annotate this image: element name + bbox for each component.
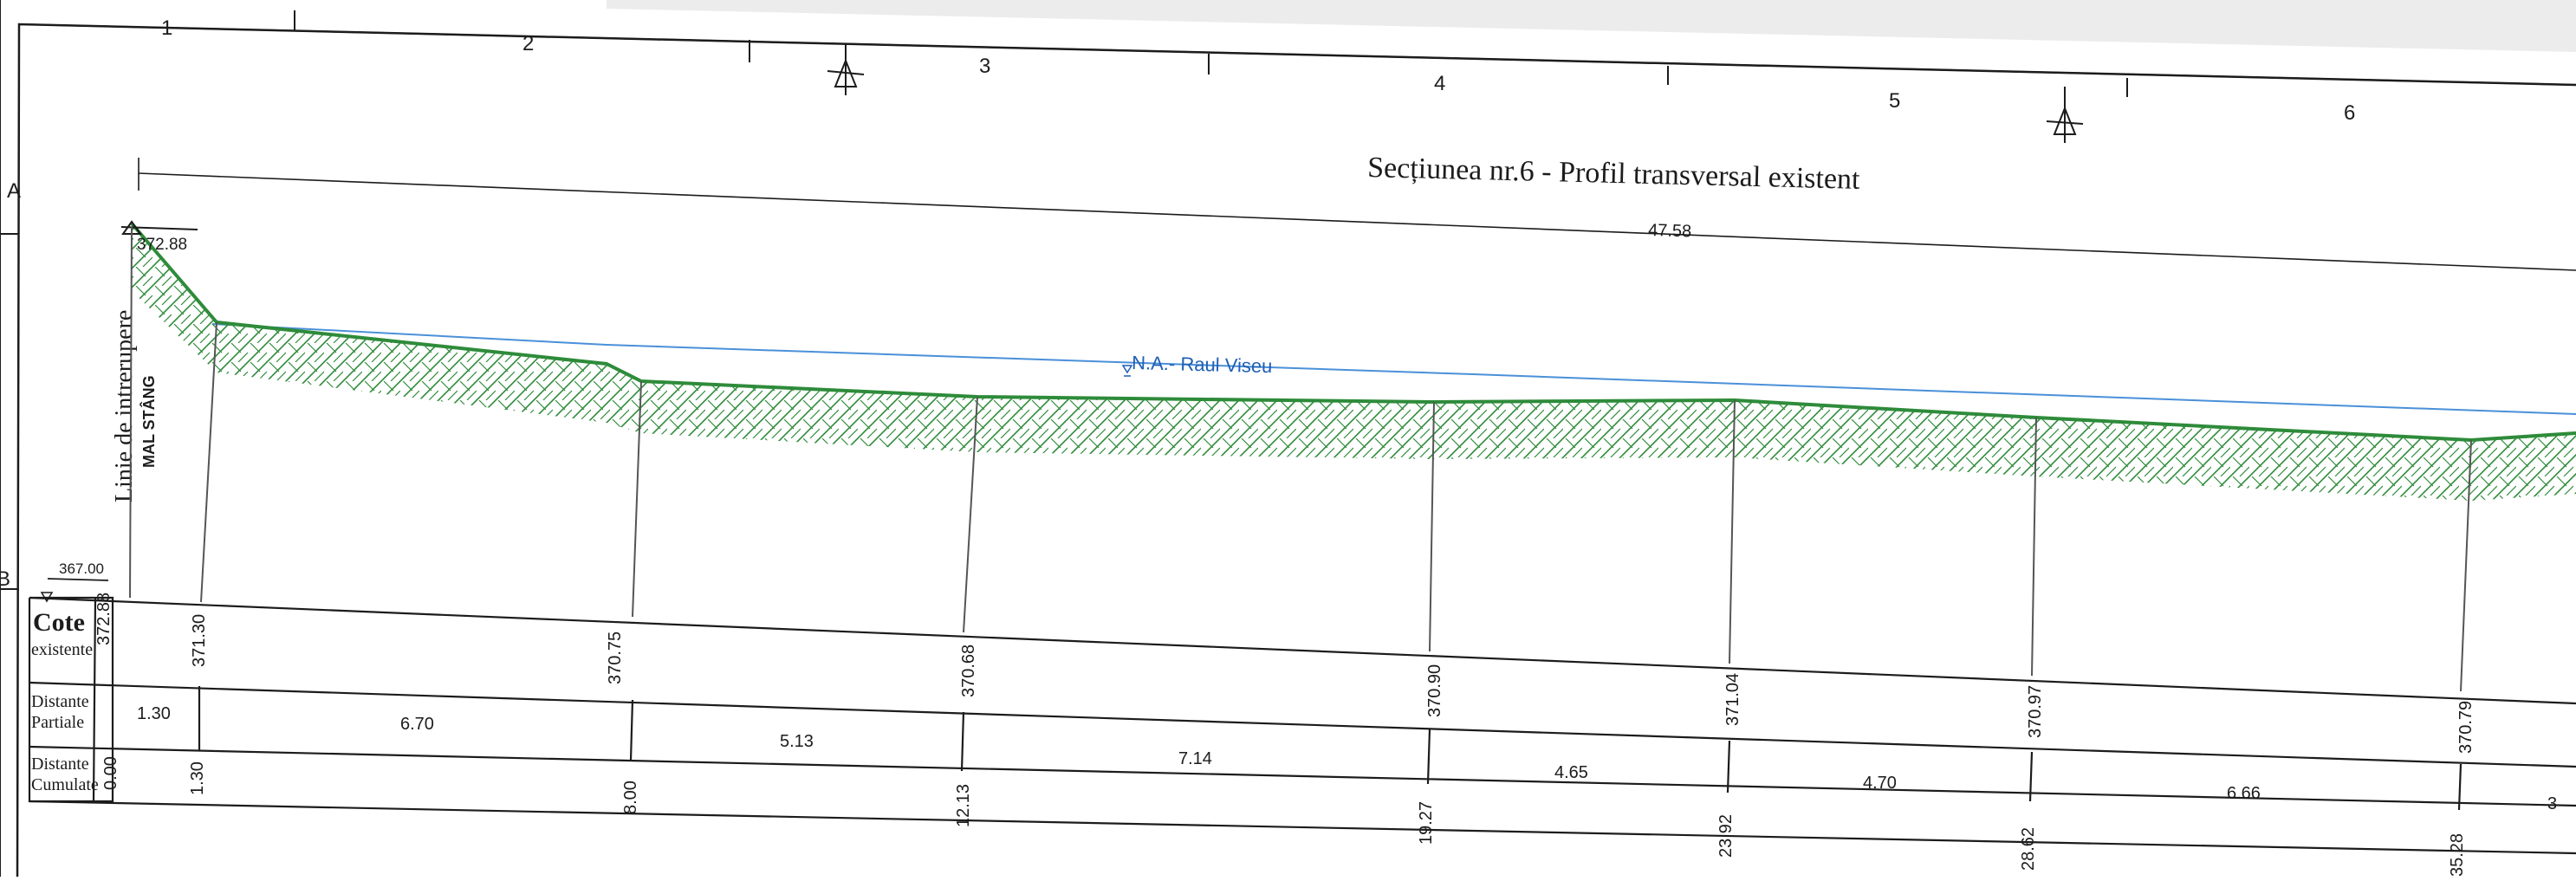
bank-top-marker: 372.88: [120, 220, 198, 254]
grid-row-A: A: [7, 179, 21, 203]
data-table: [28, 596, 2576, 855]
partial-distance: 5.13: [780, 732, 814, 751]
cumulative-distance: 12.13: [954, 784, 973, 827]
break-line-label: Linie de intrerupere: [111, 310, 138, 502]
cumulative-distance: 23.92: [1716, 814, 1736, 858]
cote-value: 370.79: [2456, 701, 2475, 754]
cumulative-distance: 1.30: [188, 761, 207, 795]
reference-level: 367.00: [40, 560, 109, 603]
cumulative-distance: 35.28: [2448, 833, 2467, 877]
cumulative-distance: 19.27: [1417, 801, 1436, 845]
reference-level-label: 367.00: [59, 560, 104, 577]
cote-value: 371.04: [1723, 673, 1742, 726]
grid-column-5: 5: [1889, 89, 1900, 113]
cote-value: 370.90: [1425, 664, 1444, 717]
row-cote-subtitle: existente: [31, 640, 93, 659]
cote-value: 371.30: [190, 614, 209, 667]
overall-dimension: 47.58: [138, 158, 2576, 271]
bank-top-elevation: 372.88: [137, 236, 187, 254]
grid-ruler-bottom: [18, 23, 2576, 86]
cumulative-distance: 28.62: [2019, 827, 2038, 871]
row-cumulate-line1: Distante: [31, 755, 89, 774]
cumulative-distances: 0.00 1.30 8.00 12.13 19.27 23.92 28.62 3…: [101, 756, 2467, 877]
grid-column-2: 2: [522, 32, 534, 55]
grid-ruler-ticks: [0, 10, 2128, 590]
profile-verticals: [129, 226, 2472, 692]
cumulative-distance: 8.00: [621, 781, 640, 814]
partial-distance: 7.14: [1178, 749, 1212, 768]
grid-column-1: 1: [161, 16, 172, 40]
cote-value: 370.97: [2026, 685, 2045, 738]
partial-distance: 4.65: [1554, 763, 1588, 782]
section-title: Secțiunea nr.6 - Profil transversal exis…: [1367, 152, 1861, 196]
terrain-profile-line: [130, 222, 2576, 443]
cumulative-distance: 0.00: [101, 756, 120, 790]
bank-side-label: MAL STÂNG: [140, 375, 158, 468]
water-level-line: [211, 323, 2576, 415]
overall-width-label: 47.58: [1648, 221, 1692, 241]
centering-marks: [827, 43, 2084, 143]
partial-distance: 1.30: [137, 704, 171, 723]
row-partiale-line1: Distante: [31, 692, 89, 711]
partial-distance: 6.66: [2227, 784, 2261, 803]
cote-values: 372.88 371.30 370.75 370.68 370.90 371.0…: [94, 593, 2475, 754]
partial-distance: 6.70: [400, 715, 434, 734]
cote-value: 370.75: [606, 632, 625, 684]
water-symbol-icon: [1121, 365, 1133, 377]
partial-distances: 1.30 6.70 5.13 7.14 4.65 4.70 6.66 3: [137, 704, 2557, 813]
partial-distance: 4.70: [1863, 774, 1897, 793]
cote-value: 370.68: [959, 645, 978, 697]
partial-distance: 3: [2547, 794, 2557, 813]
row-cote-title: Cote: [33, 608, 85, 637]
terrain-hatch: [132, 223, 2576, 501]
grid-column-6: 6: [2344, 101, 2355, 125]
row-cumulate-line2: Cumulate: [31, 775, 99, 794]
row-partiale-line2: Partiale: [31, 713, 84, 732]
water-level-label: N.A.- Raul Viseu: [1132, 352, 1273, 377]
cote-value: 372.88: [94, 593, 114, 645]
grid-column-3: 3: [979, 55, 990, 78]
scan-shadow: [607, 0, 2576, 52]
grid-column-4: 4: [1434, 72, 1445, 95]
grid-row-B: B: [0, 567, 10, 591]
